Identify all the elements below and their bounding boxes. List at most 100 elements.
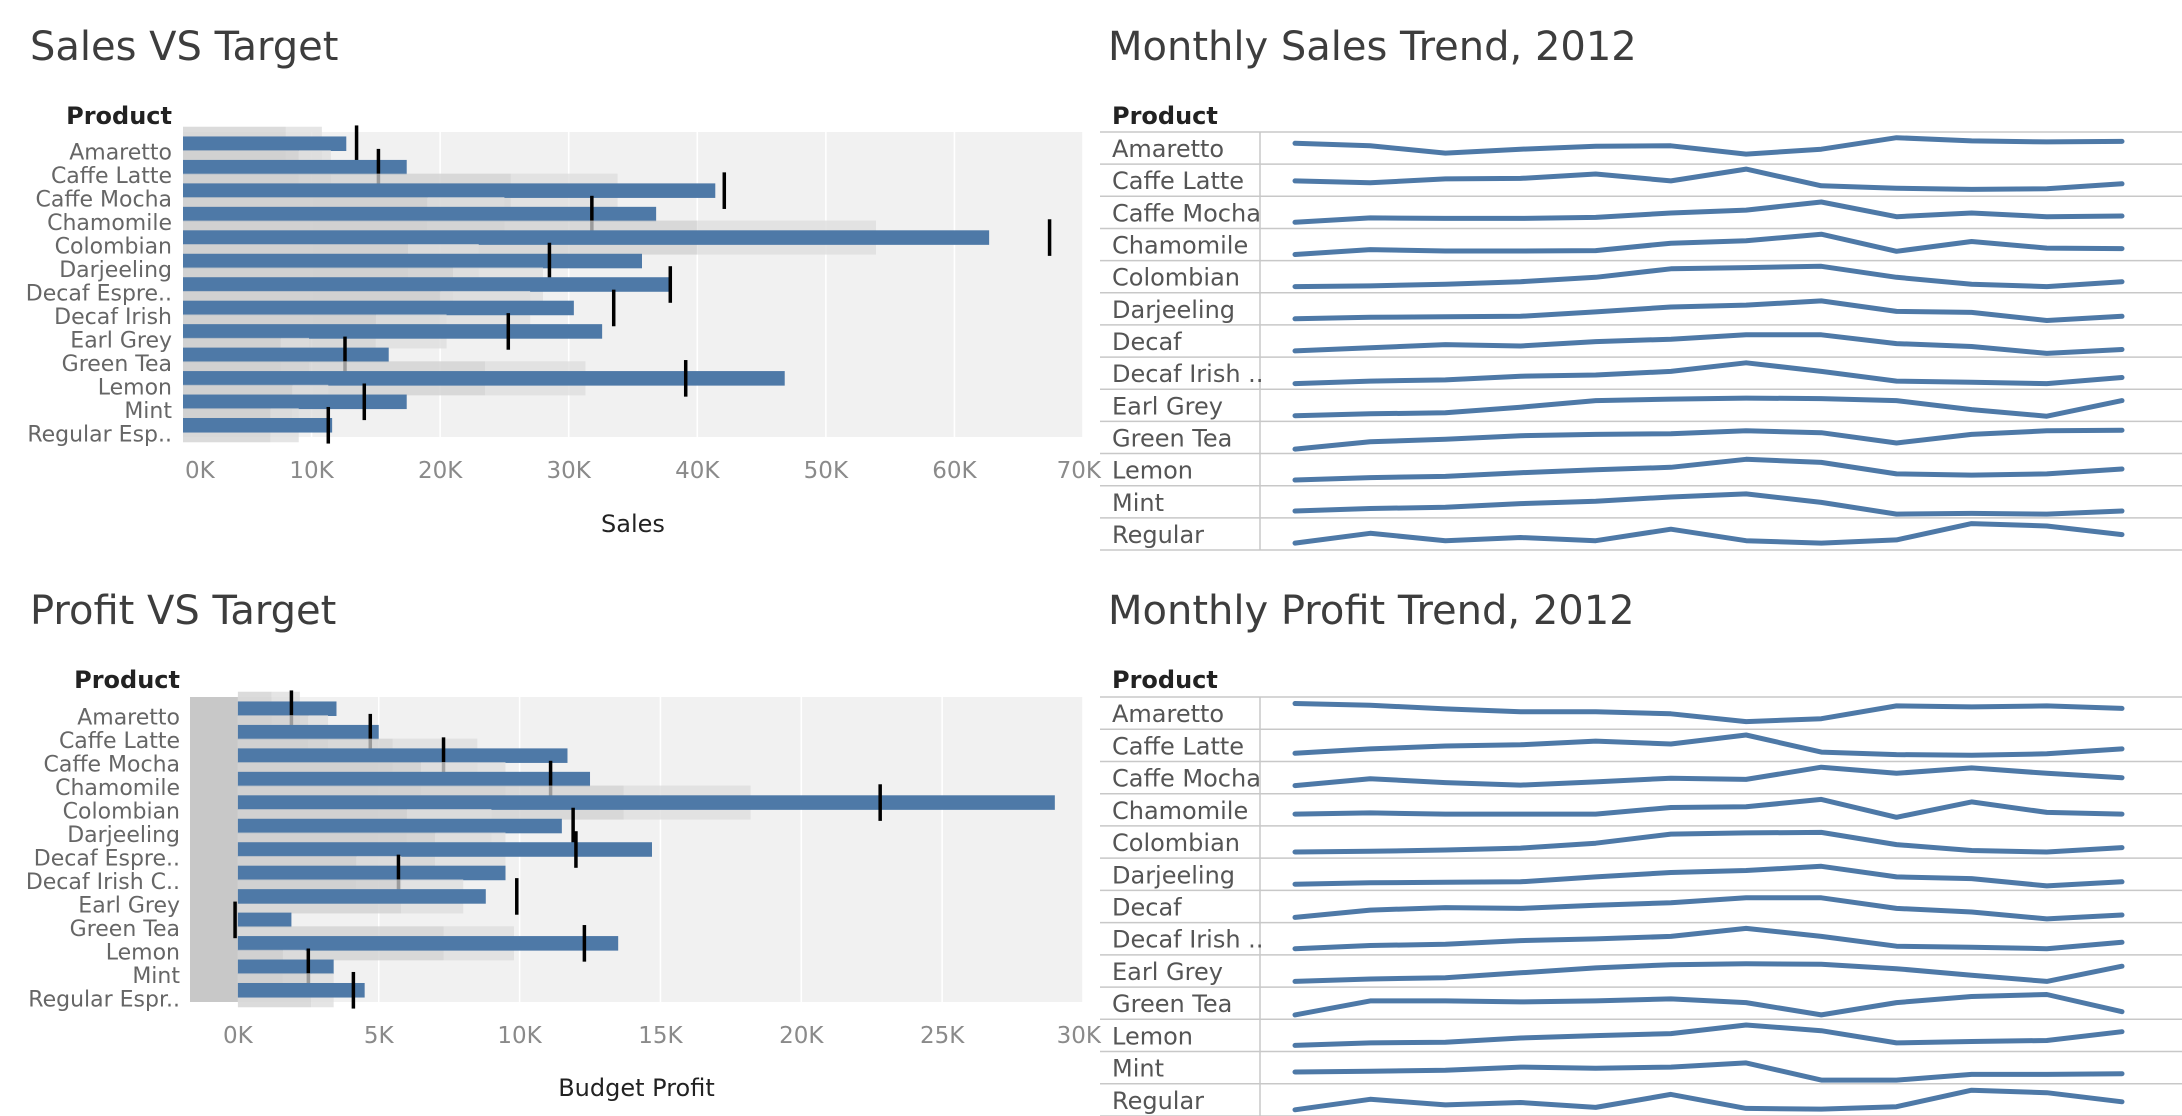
product-label: Regular — [1112, 521, 1204, 549]
bar[interactable] — [183, 277, 671, 292]
product-label: Caffe Mocha — [1112, 765, 1261, 793]
x-tick-label: 30K — [1057, 1023, 1102, 1049]
negative-region — [190, 697, 238, 1002]
sparkline[interactable] — [1292, 395, 2125, 419]
category-label: Colombian — [55, 235, 172, 260]
product-label: Chamomile — [1112, 232, 1248, 260]
x-tick-label: 10K — [497, 1023, 542, 1049]
product-label: Darjeeling — [1112, 296, 1235, 324]
product-label: Lemon — [1112, 457, 1193, 485]
sparkline[interactable] — [1292, 961, 2125, 984]
bar[interactable] — [183, 136, 347, 152]
sparkline[interactable] — [1292, 521, 2125, 546]
sparkline[interactable] — [1292, 199, 2125, 225]
sparkline[interactable] — [1292, 1087, 2125, 1113]
product-label: Lemon — [1112, 1022, 1193, 1050]
sparkline[interactable] — [1292, 166, 2125, 192]
x-tick-label: 5K — [364, 1023, 395, 1049]
row-header: Product — [1112, 102, 1218, 130]
sparkline[interactable] — [1292, 231, 2125, 257]
x-tick-label: 70K — [1057, 458, 1102, 484]
sparkline[interactable] — [1292, 491, 2125, 517]
monthly-profit-trend-chart: Monthly Profit Trend, 2012 Product Amarett… — [1100, 588, 2182, 1116]
sparkline[interactable] — [1292, 1022, 2125, 1048]
category-label: Mint — [124, 399, 172, 424]
row-header: Product — [74, 666, 180, 694]
product-label: Decaf Irish .. — [1112, 360, 1263, 388]
bar[interactable] — [183, 206, 657, 222]
x-axis-title: Budget Profit — [558, 1074, 715, 1102]
category-label: Amaretto — [77, 706, 180, 731]
x-tick-label: 0K — [185, 458, 216, 484]
product-label: Green Tea — [1112, 990, 1232, 1018]
x-tick-label: 40K — [675, 458, 720, 484]
product-label: Caffe Latte — [1112, 732, 1244, 760]
bar[interactable] — [183, 300, 574, 316]
bar[interactable] — [183, 253, 642, 269]
bar[interactable] — [237, 959, 334, 975]
bar[interactable] — [237, 771, 591, 787]
bar[interactable] — [183, 159, 407, 175]
chart-title: Profit VS Target — [30, 588, 336, 634]
sparkline[interactable] — [1292, 332, 2125, 356]
x-tick-label: 60K — [932, 458, 977, 484]
product-label: Darjeeling — [1112, 861, 1235, 889]
sparkline[interactable] — [1292, 863, 2125, 889]
bar[interactable] — [183, 371, 785, 386]
sparkline[interactable] — [1292, 796, 2125, 820]
sparkline[interactable] — [1292, 456, 2125, 483]
x-axis-title: Sales — [601, 510, 665, 538]
bar[interactable] — [237, 818, 562, 834]
category-label: Caffe Latte — [51, 164, 172, 189]
x-tick-label: 25K — [920, 1023, 965, 1049]
category-label: Amaretto — [69, 141, 172, 166]
bar[interactable] — [237, 889, 486, 904]
category-label: Caffe Latte — [59, 729, 180, 754]
sparkline[interactable] — [1292, 925, 2125, 952]
bar[interactable] — [183, 183, 716, 198]
category-label: Lemon — [98, 375, 172, 400]
bar[interactable] — [237, 982, 365, 998]
sparkline[interactable] — [1292, 701, 2125, 725]
bar[interactable] — [237, 865, 506, 881]
bar[interactable] — [237, 842, 652, 857]
category-label: Mint — [132, 964, 180, 989]
bar[interactable] — [237, 936, 619, 951]
product-label: Decaf — [1112, 328, 1182, 356]
chart-title: Monthly Sales Trend, 2012 — [1108, 24, 1637, 70]
sparkline[interactable] — [1292, 360, 2125, 387]
product-label: Decaf — [1112, 894, 1182, 922]
bar[interactable] — [183, 324, 603, 339]
sparkline[interactable] — [1292, 135, 2125, 157]
bar[interactable] — [237, 748, 568, 763]
category-label: Green Tea — [62, 352, 172, 377]
sparkline[interactable] — [1292, 829, 2125, 855]
sparkline[interactable] — [1292, 298, 2125, 323]
category-label: Colombian — [63, 800, 180, 825]
product-label: Amaretto — [1112, 700, 1224, 728]
category-label: Earl Grey — [70, 328, 172, 353]
bar[interactable] — [237, 912, 292, 928]
bar[interactable] — [183, 417, 333, 433]
product-label: Earl Grey — [1112, 958, 1223, 986]
sparkline[interactable] — [1292, 263, 2125, 290]
chart-title: Sales VS Target — [30, 24, 338, 70]
sparkline[interactable] — [1292, 1060, 2125, 1083]
category-label: Caffe Mocha — [36, 188, 173, 213]
monthly-sales-trend-chart: Monthly Sales Trend, 2012 Product Amaretto… — [1100, 24, 2182, 551]
sparkline[interactable] — [1292, 732, 2125, 758]
sparkline[interactable] — [1292, 992, 2125, 1018]
bar[interactable] — [237, 795, 1055, 810]
x-tick-label: 20K — [779, 1023, 824, 1049]
bar[interactable] — [183, 394, 407, 410]
sparkline[interactable] — [1292, 764, 2125, 789]
chart-title: Monthly Profit Trend, 2012 — [1108, 588, 1635, 634]
bar[interactable] — [237, 701, 337, 717]
sparkline[interactable] — [1292, 895, 2125, 922]
bar[interactable] — [183, 230, 990, 245]
bar[interactable] — [237, 724, 379, 740]
sparkline[interactable] — [1292, 427, 2125, 452]
bar[interactable] — [183, 347, 389, 363]
